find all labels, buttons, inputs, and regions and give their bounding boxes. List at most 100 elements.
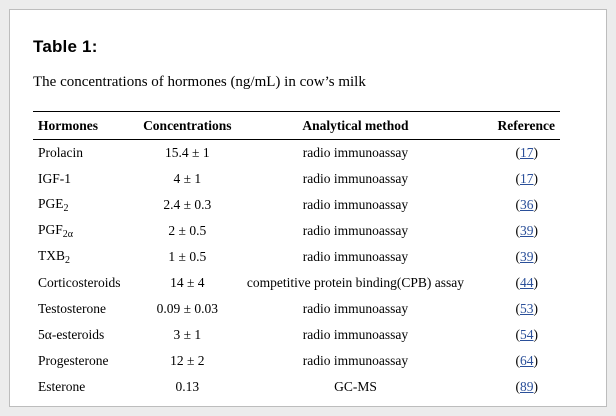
paren-close: ) [533, 275, 539, 290]
paren-close: ) [533, 249, 539, 264]
reference-cell: (39) [473, 218, 560, 244]
hormone-cell: IGF-1 [33, 166, 137, 192]
hormone-name: Corticosteroids [38, 275, 121, 290]
paren-open: ( [515, 275, 521, 290]
hormone-name: PGE [38, 196, 64, 211]
paren-close: ) [533, 327, 539, 342]
reference-link[interactable]: 44 [520, 275, 534, 290]
method-cell: GC-MS [334, 379, 377, 394]
table-row: 5α-esteroids 3 ± 1 radio immunoassay (54) [33, 322, 560, 348]
method-cell: competitive protein binding(CPB) assay [246, 275, 465, 290]
paren-open: ( [515, 301, 521, 316]
concentration-cell: 12 ± 2 [170, 353, 205, 368]
reference-link[interactable]: 17 [520, 171, 534, 186]
method-cell: radio immunoassay [302, 223, 409, 238]
concentration-cell: 14 ± 4 [170, 275, 205, 290]
concentration-cell: 0.13 [175, 379, 200, 394]
table-row: Testosterone 0.09 ± 0.03 radio immunoassay… [33, 296, 560, 322]
reference-link[interactable]: 54 [520, 327, 534, 342]
method-cell: radio immunoassay [302, 327, 409, 342]
reference-cell: (54) [473, 322, 560, 348]
col-header-method: Analytical method [302, 117, 409, 133]
concentration-cell: 2.4 ± 0.3 [163, 197, 212, 212]
paren-open: ( [515, 145, 521, 160]
hormone-subscript: 2α [62, 229, 74, 240]
reference-cell: (64) [473, 348, 560, 374]
reference-link[interactable]: 17 [520, 145, 534, 160]
table-row: IGF-1 4 ± 1 radio immunoassay (17) [33, 166, 560, 192]
hormone-name: IGF-1 [38, 171, 71, 186]
reference-link[interactable]: 39 [520, 223, 534, 238]
method-cell: radio immunoassay [302, 249, 409, 264]
table-row: TXB2 1 ± 0.5 radio immunoassay (39) [33, 244, 560, 270]
hormone-cell: PGF2α [33, 218, 137, 244]
reference-cell: (17) [473, 166, 560, 192]
reference-cell: (53) [473, 296, 560, 322]
table-body: Prolacin 15.4 ± 1 radio immunoassay (17) IGF… [33, 140, 560, 401]
method-cell: radio immunoassay [302, 171, 409, 186]
hormone-cell: TXB2 [33, 244, 137, 270]
reference-cell: (36) [473, 192, 560, 218]
hormone-name: Testosterone [38, 301, 107, 316]
col-header-concentrations: Concentrations [143, 117, 232, 133]
table-header: Hormones Concentrations Analytical metho… [33, 111, 560, 140]
hormone-cell: Esterone [33, 374, 137, 400]
paren-open: ( [515, 327, 521, 342]
paren-open: ( [515, 379, 521, 394]
reference-link[interactable]: 53 [520, 301, 534, 316]
paren-close: ) [533, 353, 539, 368]
hormone-subscript: 2 [65, 255, 70, 266]
table-row: Corticosteroids 14 ± 4 competitive protein… [33, 270, 560, 296]
hormone-cell: PGE2 [33, 192, 137, 218]
hormone-table: Hormones Concentrations Analytical metho… [33, 111, 560, 400]
reference-cell: (44) [473, 270, 560, 296]
hormone-name: 5α-esteroids [38, 327, 105, 342]
paren-close: ) [533, 301, 539, 316]
paren-open: ( [515, 197, 521, 212]
reference-link[interactable]: 89 [520, 379, 534, 394]
method-cell: radio immunoassay [302, 145, 409, 160]
concentration-cell: 0.09 ± 0.03 [156, 301, 219, 316]
reference-cell: (17) [473, 140, 560, 167]
paren-open: ( [515, 249, 521, 264]
header-row: Hormones Concentrations Analytical metho… [33, 111, 560, 140]
col-header-reference: Reference [497, 117, 555, 133]
hormone-name: Progesterone [38, 353, 109, 368]
concentration-cell: 2 ± 0.5 [168, 223, 207, 238]
reference-link[interactable]: 39 [520, 249, 534, 264]
table-row: Esterone 0.13 GC-MS (89) [33, 374, 560, 400]
paren-open: ( [515, 353, 521, 368]
hormone-cell: Testosterone [33, 296, 137, 322]
concentration-cell: 1 ± 0.5 [168, 249, 207, 264]
table-row: PGF2α 2 ± 0.5 radio immunoassay (39) [33, 218, 560, 244]
hormone-name: PGF [38, 222, 63, 237]
paren-open: ( [515, 171, 521, 186]
concentration-cell: 3 ± 1 [173, 327, 202, 342]
hormone-cell: Progesterone [33, 348, 137, 374]
hormone-cell: 5α-esteroids [33, 322, 137, 348]
paren-open: ( [515, 223, 521, 238]
paren-close: ) [533, 145, 539, 160]
reference-cell: (39) [473, 244, 560, 270]
method-cell: radio immunoassay [302, 353, 409, 368]
hormone-cell: Prolacin [33, 140, 137, 167]
table-row: PGE2 2.4 ± 0.3 radio immunoassay (36) [33, 192, 560, 218]
reference-link[interactable]: 36 [520, 197, 534, 212]
reference-link[interactable]: 64 [520, 353, 534, 368]
paren-close: ) [533, 197, 539, 212]
paren-close: ) [533, 171, 539, 186]
table-card: Table 1: The concentrations of hormones … [9, 9, 607, 407]
paren-close: ) [533, 379, 539, 394]
paren-close: ) [533, 223, 539, 238]
method-cell: radio immunoassay [302, 197, 409, 212]
table-caption: The concentrations of hormones (ng/mL) i… [33, 74, 366, 90]
hormone-name: Esterone [38, 379, 86, 394]
concentration-cell: 4 ± 1 [173, 171, 202, 186]
hormone-name: Prolacin [38, 145, 83, 160]
concentration-cell: 15.4 ± 1 [165, 145, 210, 160]
hormone-cell: Corticosteroids [33, 270, 137, 296]
method-cell: radio immunoassay [302, 301, 409, 316]
hormone-subscript: 2 [63, 203, 69, 214]
table-title: Table 1: [33, 37, 98, 56]
